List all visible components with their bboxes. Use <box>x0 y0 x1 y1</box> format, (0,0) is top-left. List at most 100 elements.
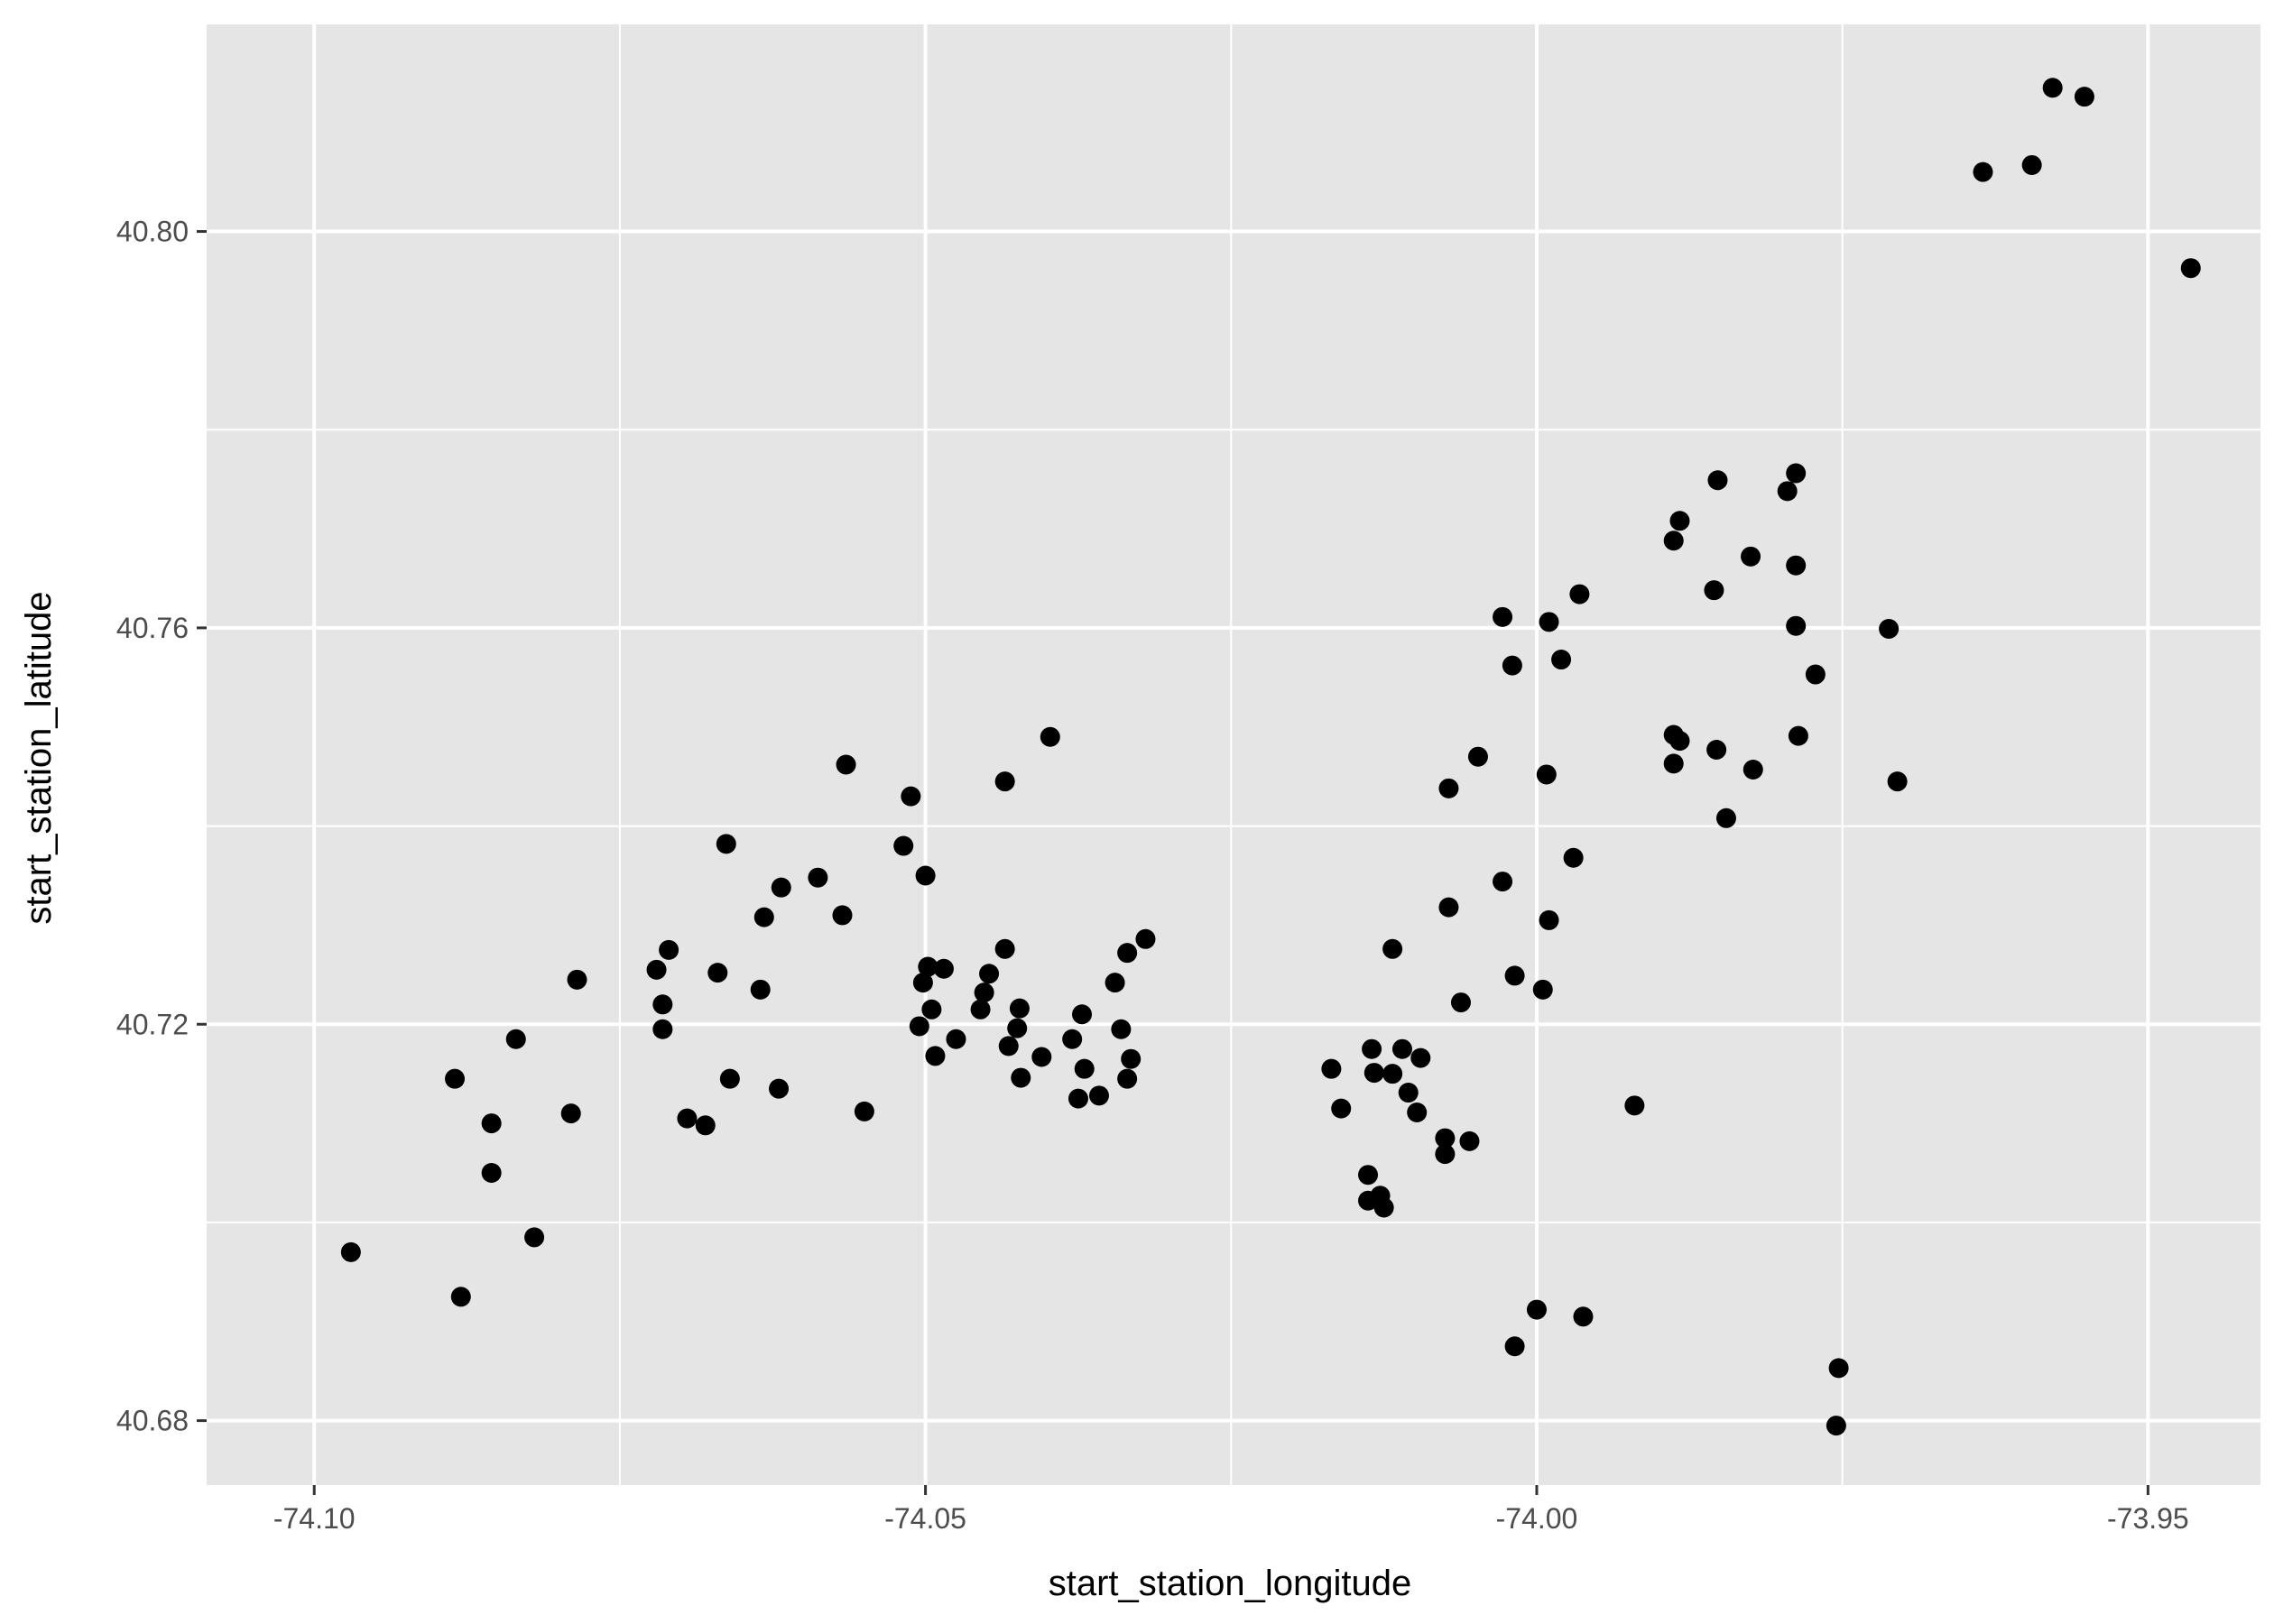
data-point <box>2021 154 2042 175</box>
data-point <box>1569 584 1590 604</box>
data-point <box>707 963 728 983</box>
data-point <box>1450 992 1471 1013</box>
data-point <box>808 867 828 888</box>
data-point <box>832 905 853 926</box>
data-point <box>1467 746 1488 767</box>
x-tick-label: -73.95 <box>2107 1502 2189 1535</box>
data-point <box>915 865 936 886</box>
data-point <box>1407 1103 1428 1123</box>
data-point <box>1438 778 1459 798</box>
x-tick-label: -74.05 <box>884 1502 966 1535</box>
x-tick-label: -74.00 <box>1496 1502 1578 1535</box>
data-point <box>1504 1336 1525 1357</box>
data-point <box>1536 764 1557 785</box>
data-point <box>1715 807 1736 828</box>
data-point <box>481 1163 502 1184</box>
minor-gridlines <box>207 24 2260 1485</box>
data-point <box>646 959 667 980</box>
data-point <box>1031 1047 1052 1067</box>
data-point <box>1009 998 1030 1019</box>
data-point <box>925 1046 946 1066</box>
data-point <box>1363 1063 1384 1084</box>
data-point <box>1117 1068 1138 1089</box>
data-point <box>1072 1004 1093 1025</box>
data-point <box>1391 1038 1412 1059</box>
data-point <box>1459 1130 1480 1151</box>
data-point <box>970 999 991 1020</box>
data-point <box>560 1103 581 1124</box>
data-point <box>1669 731 1690 752</box>
data-point <box>1438 897 1459 918</box>
data-point <box>994 938 1015 959</box>
data-point <box>1493 606 1513 627</box>
data-point <box>998 1036 1019 1057</box>
data-point <box>1742 759 1763 780</box>
data-point <box>1551 650 1572 670</box>
data-point <box>1321 1058 1342 1079</box>
x-tick-label: -74.10 <box>273 1502 356 1535</box>
data-point <box>909 1016 929 1037</box>
data-point <box>1088 1085 1109 1106</box>
data-point <box>445 1068 466 1089</box>
data-point <box>1887 771 1908 792</box>
data-point <box>1111 1019 1132 1039</box>
data-point <box>1805 664 1826 685</box>
data-point <box>994 771 1015 792</box>
data-point <box>505 1029 526 1049</box>
y-axis: 40.68 40.72 40.76 40.80 <box>116 216 207 1437</box>
data-point <box>450 1287 471 1307</box>
data-point <box>567 969 587 990</box>
data-point <box>1135 928 1156 949</box>
data-point <box>901 786 921 807</box>
data-point <box>1563 847 1584 868</box>
data-point <box>1504 965 1525 986</box>
data-point <box>1707 470 1728 491</box>
data-point <box>1007 1018 1028 1038</box>
data-point <box>912 973 933 993</box>
data-point <box>1331 1098 1352 1119</box>
y-tick-label: 40.68 <box>116 1405 189 1437</box>
data-point <box>974 983 994 1003</box>
data-point <box>1663 531 1684 551</box>
data-point <box>1435 1144 1456 1165</box>
data-point <box>1777 481 1798 502</box>
data-point <box>1663 753 1684 774</box>
data-point <box>1105 973 1125 993</box>
data-point <box>1493 872 1513 892</box>
data-point <box>1706 740 1727 761</box>
data-point <box>1879 619 1900 640</box>
data-point <box>1624 1095 1645 1116</box>
data-point <box>481 1113 502 1134</box>
data-point <box>2042 78 2063 98</box>
data-point <box>836 754 856 775</box>
data-point <box>1040 726 1060 747</box>
data-point <box>1398 1083 1419 1103</box>
data-point <box>652 994 673 1015</box>
data-point <box>1074 1058 1095 1079</box>
data-point <box>1502 655 1522 676</box>
data-point <box>769 1078 790 1099</box>
data-point <box>1062 1029 1083 1049</box>
data-point <box>1826 1416 1846 1436</box>
data-point <box>1373 1197 1394 1218</box>
data-points <box>340 78 2201 1436</box>
data-point <box>1362 1038 1382 1059</box>
data-point <box>716 834 736 854</box>
data-point <box>1358 1165 1379 1186</box>
data-point <box>946 1029 966 1049</box>
data-point <box>1539 909 1559 930</box>
data-point <box>1704 580 1724 601</box>
data-point <box>1973 161 1993 182</box>
data-point <box>695 1115 716 1136</box>
data-point <box>1786 463 1807 484</box>
data-point <box>893 835 914 856</box>
data-point <box>1786 555 1807 576</box>
data-point <box>1741 546 1761 567</box>
y-tick-label: 40.80 <box>116 216 189 248</box>
data-point <box>340 1241 361 1262</box>
data-point <box>1435 1128 1456 1149</box>
x-axis-title: start_station_longitude <box>1049 1564 1412 1603</box>
data-point <box>1526 1299 1547 1320</box>
data-point <box>1382 1064 1403 1084</box>
